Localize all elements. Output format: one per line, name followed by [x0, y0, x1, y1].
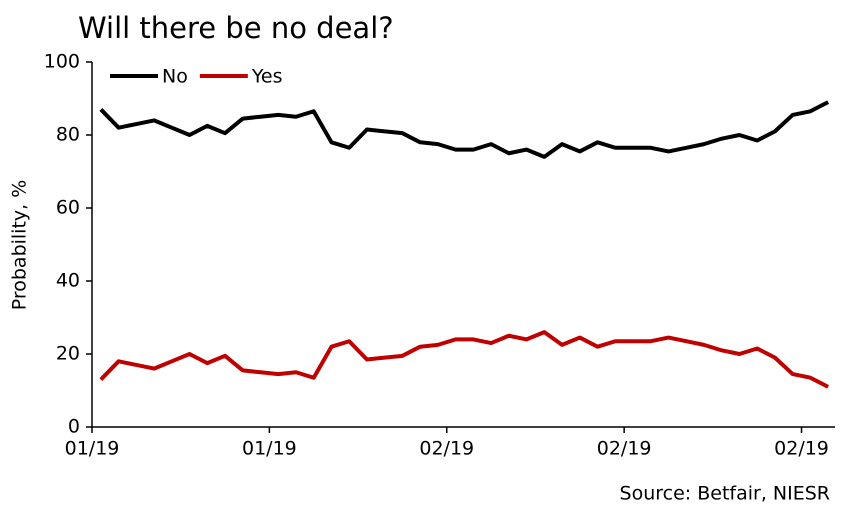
series-line [99, 330, 830, 389]
x-tick-label: 01/19 [242, 438, 297, 460]
y-tick-label: 40 [56, 270, 80, 292]
legend-label: No [162, 66, 188, 88]
y-tick-label: 60 [56, 197, 80, 219]
chart-title: Will there be no deal? [78, 11, 394, 45]
legend-label: Yes [251, 66, 283, 88]
x-tick-label: 01/19 [65, 438, 120, 460]
x-tick-label: 02/19 [597, 438, 652, 460]
y-tick-label: 100 [44, 51, 80, 73]
x-tick-label: 02/19 [774, 438, 829, 460]
series-line [99, 100, 830, 159]
y-axis-label: Probability, % [9, 180, 31, 311]
y-tick-label: 0 [68, 416, 80, 438]
x-tick-label: 02/19 [419, 438, 474, 460]
y-tick-label: 80 [56, 124, 80, 146]
y-tick-label: 20 [56, 343, 80, 365]
source-note: Source: Betfair, NIESR [620, 483, 830, 505]
